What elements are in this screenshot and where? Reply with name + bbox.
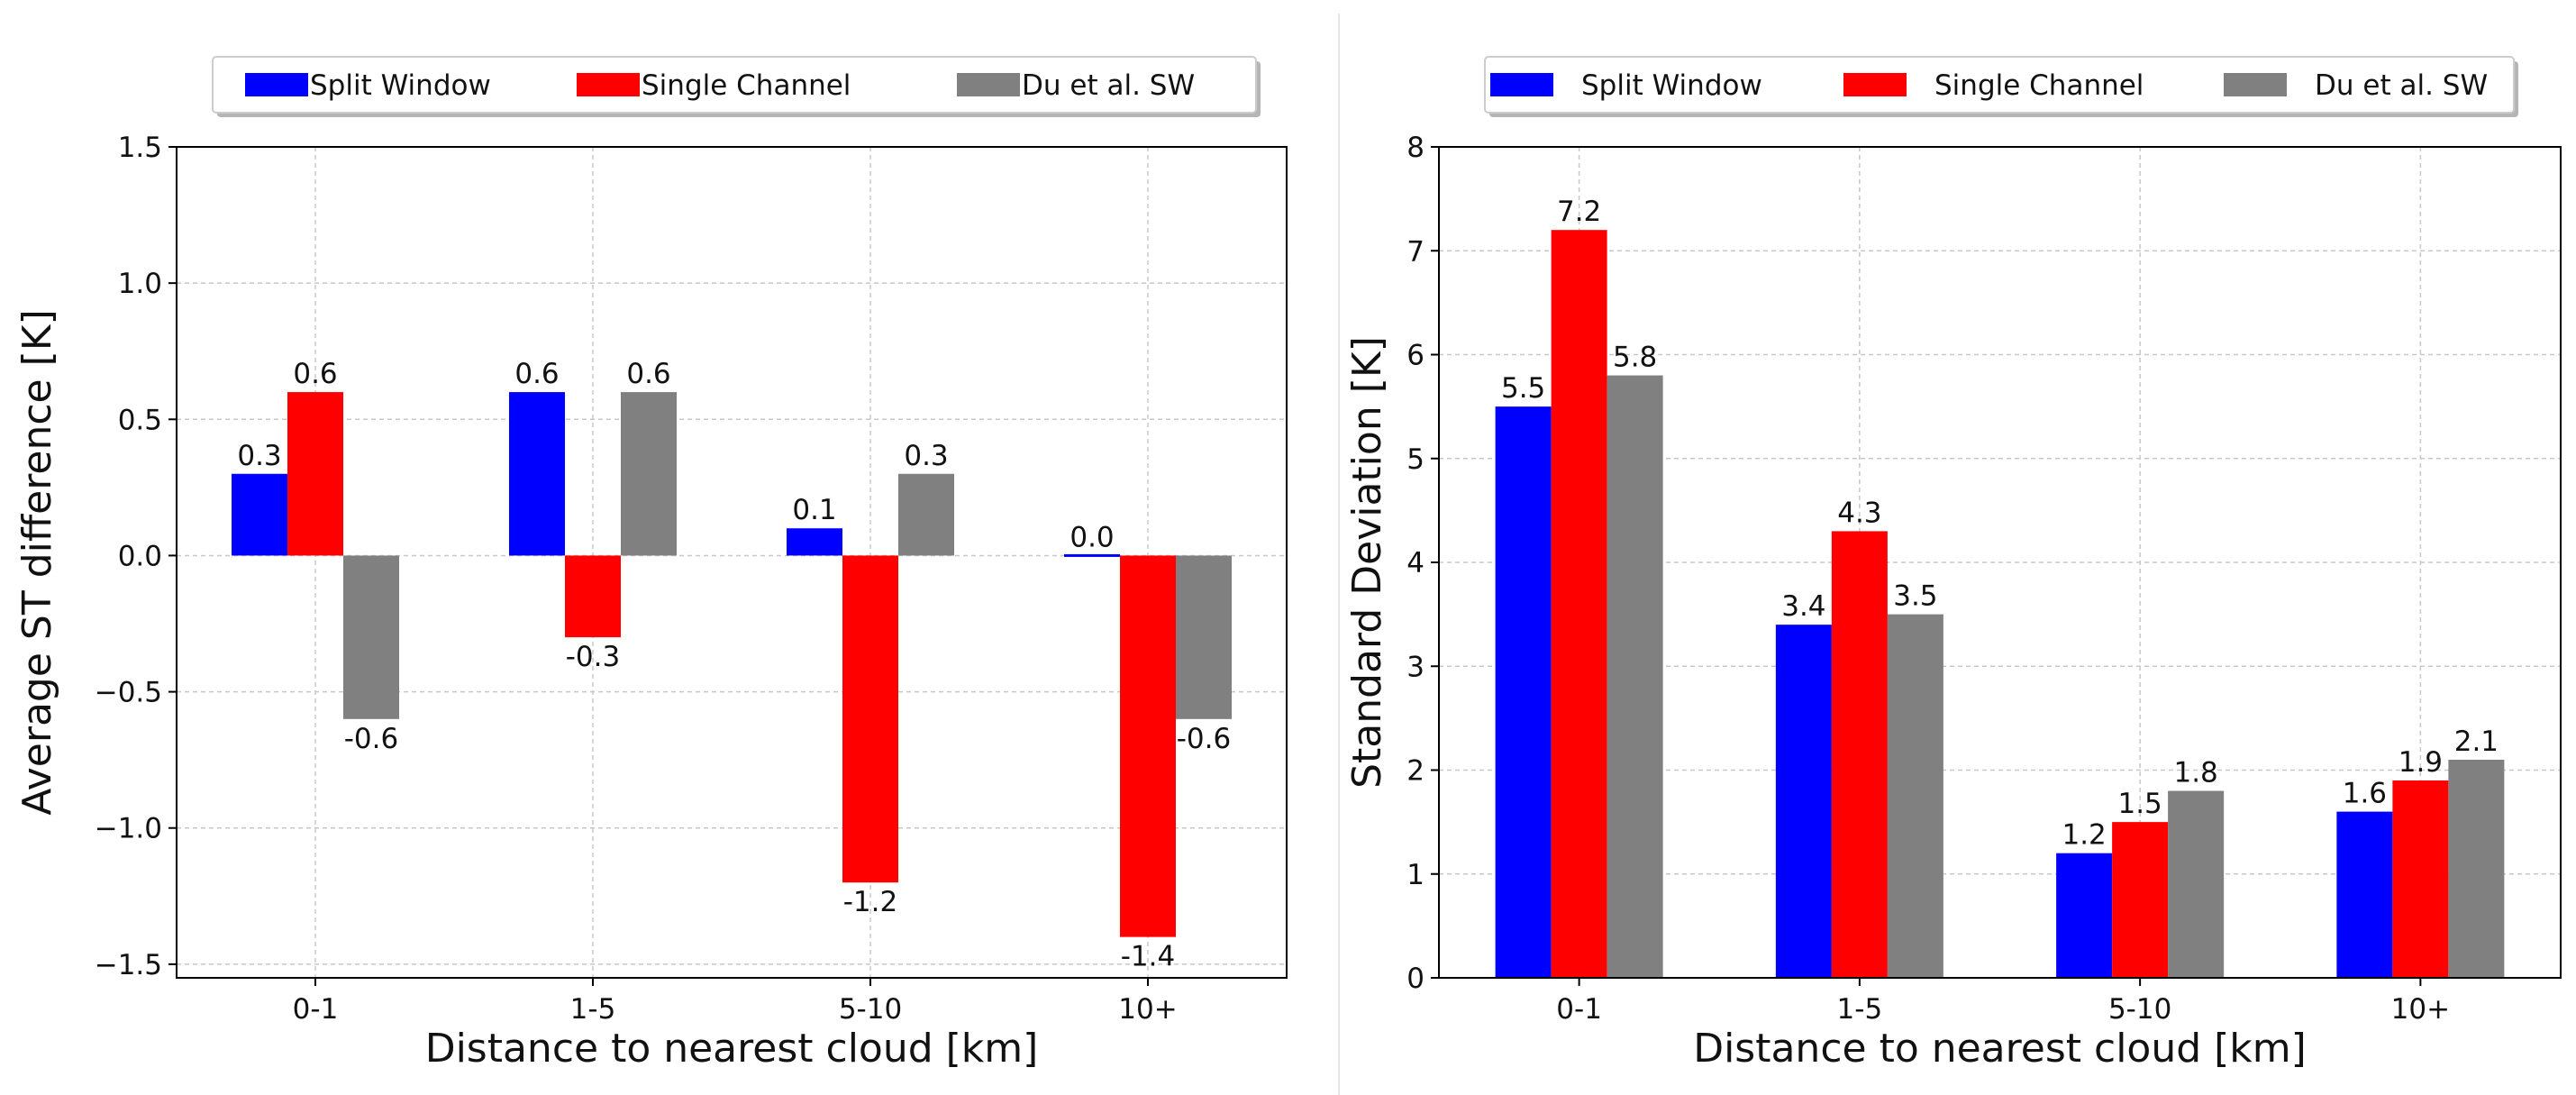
data-label: -1.4 bbox=[1121, 941, 1176, 973]
legend-swatch-split-window bbox=[1490, 73, 1553, 96]
bar-single-channel-10+ bbox=[1120, 555, 1176, 937]
x-axis-label: Distance to nearest cloud [km] bbox=[1693, 1026, 2307, 1072]
legend-label: Single Channel bbox=[642, 69, 851, 102]
x-tick-label: 1-5 bbox=[1837, 993, 1883, 1026]
legend-label: Split Window bbox=[1581, 69, 1762, 102]
y-tick-label: 2 bbox=[1406, 755, 1425, 788]
data-label: 5.8 bbox=[1613, 342, 1657, 374]
y-tick-label: 7 bbox=[1406, 235, 1425, 268]
bar-du-et-al-sw-1-5 bbox=[621, 392, 677, 556]
y-tick-label: 4 bbox=[1406, 547, 1425, 579]
data-label: -0.6 bbox=[1177, 723, 1232, 755]
data-label: 0.3 bbox=[904, 440, 948, 472]
legend-label: Du et al. SW bbox=[1022, 69, 1195, 102]
y-tick-label: 1.0 bbox=[118, 268, 162, 300]
x-tick-label: 5-10 bbox=[839, 993, 902, 1026]
bar-single-channel-5-10 bbox=[842, 555, 898, 883]
data-label: 3.5 bbox=[1893, 580, 1937, 613]
x-tick-label: 0-1 bbox=[1556, 993, 1602, 1026]
bar-split-window-0-1 bbox=[1495, 406, 1552, 978]
data-label: 1.5 bbox=[2117, 788, 2162, 820]
y-tick-label: −1.5 bbox=[95, 949, 162, 981]
bar-du-et-al-sw-5-10 bbox=[2168, 790, 2225, 978]
y-tick-label: 8 bbox=[1406, 132, 1425, 164]
chart-average-st-difference: 0.3 0.6 0.1 0.0 0.6 -0.3 -1.2 -1.4 -0.6 0.6 0.3 -0.… bbox=[14, 56, 1288, 1072]
bar-split-window-1-5 bbox=[509, 392, 565, 556]
bar-split-window-5-10 bbox=[2056, 853, 2113, 978]
legend-swatch-single-channel bbox=[1843, 73, 1907, 96]
y-tick-label: 0.0 bbox=[118, 540, 162, 572]
bar-single-channel-5-10 bbox=[2112, 822, 2169, 978]
bar-du-et-al-sw-10+ bbox=[2448, 759, 2505, 978]
x-tick-label: 1-5 bbox=[570, 993, 616, 1026]
bar-split-window-5-10 bbox=[787, 528, 842, 556]
y-tick-label: 1 bbox=[1406, 859, 1425, 891]
y-tick-label: 3 bbox=[1406, 651, 1425, 683]
data-label: 1.9 bbox=[2399, 746, 2443, 779]
x-tick-label: 10+ bbox=[1118, 993, 1177, 1026]
bar-split-window-10+ bbox=[1064, 553, 1120, 557]
bar-single-channel-0-1 bbox=[287, 392, 343, 556]
bar-du-et-al-sw-1-5 bbox=[1887, 614, 1943, 978]
legend-box bbox=[212, 56, 1257, 114]
bar-split-window-10+ bbox=[2336, 811, 2393, 978]
chart-standard-deviation: 5.5 3.4 1.2 1.6 7.2 4.3 1.5 1.9 5.8 3.5 1.8 2.1 0 1 2 3… bbox=[1344, 56, 2562, 1072]
legend-swatch-split-window bbox=[245, 73, 308, 96]
y-tick-label: −0.5 bbox=[95, 677, 162, 709]
y-axis-label: Average ST difference [K] bbox=[14, 309, 60, 816]
bar-split-window-1-5 bbox=[1775, 625, 1832, 978]
bar-single-channel-10+ bbox=[2392, 780, 2449, 978]
legend-swatch-single-channel bbox=[577, 73, 640, 96]
y-axis-label: Standard Deviation [K] bbox=[1344, 336, 1390, 789]
x-tick-label: 0-1 bbox=[293, 993, 339, 1026]
data-label: 5.5 bbox=[1501, 372, 1545, 405]
data-label: -0.6 bbox=[344, 723, 399, 755]
data-label: 0.6 bbox=[514, 358, 559, 390]
bar-single-channel-0-1 bbox=[1551, 230, 1607, 978]
legend-box bbox=[1484, 56, 2515, 114]
data-label: 1.8 bbox=[2173, 757, 2217, 789]
data-label: -1.2 bbox=[843, 886, 898, 918]
y-tick-label: 1.5 bbox=[118, 132, 162, 164]
y-tick-label: 5 bbox=[1406, 443, 1425, 476]
x-tick-label: 5-10 bbox=[2108, 993, 2171, 1026]
plot-frame bbox=[176, 146, 1288, 979]
legend-label: Single Channel bbox=[1934, 69, 2144, 102]
bar-du-et-al-sw-0-1 bbox=[1607, 375, 1663, 978]
legend-swatch-du-et-al-sw bbox=[957, 73, 1020, 96]
bar-single-channel-1-5 bbox=[565, 555, 621, 638]
y-tick-label: −1.0 bbox=[95, 813, 162, 845]
data-label: 0.1 bbox=[792, 494, 836, 526]
data-label: 1.6 bbox=[2343, 778, 2387, 810]
legend-label: Du et al. SW bbox=[2315, 69, 2488, 102]
data-label: 4.3 bbox=[1837, 497, 1881, 529]
bar-du-et-al-sw-5-10 bbox=[898, 473, 954, 556]
data-label: 2.1 bbox=[2454, 725, 2499, 758]
data-label: 0.0 bbox=[1070, 521, 1114, 553]
data-label: 3.4 bbox=[1781, 590, 1825, 623]
bar-du-et-al-sw-10+ bbox=[1176, 555, 1232, 719]
bar-split-window-0-1 bbox=[232, 473, 287, 556]
data-label: 1.2 bbox=[2062, 819, 2106, 852]
legend-label: Split Window bbox=[310, 69, 491, 102]
y-tick-label: 6 bbox=[1406, 340, 1425, 372]
y-tick-label: 0 bbox=[1406, 963, 1425, 995]
data-label: -0.3 bbox=[566, 641, 621, 673]
y-tick-label: 0.5 bbox=[118, 404, 162, 436]
data-label: 0.6 bbox=[293, 358, 337, 390]
bar-du-et-al-sw-0-1 bbox=[343, 555, 399, 719]
legend-swatch-du-et-al-sw bbox=[2224, 73, 2287, 96]
x-axis-label: Distance to nearest cloud [km] bbox=[425, 1026, 1039, 1072]
data-label: 0.6 bbox=[626, 358, 670, 390]
bar-single-channel-1-5 bbox=[1831, 531, 1888, 978]
x-tick-label: 10+ bbox=[2391, 993, 2450, 1026]
data-label: 7.2 bbox=[1557, 196, 1601, 228]
data-label: 0.3 bbox=[237, 440, 281, 472]
